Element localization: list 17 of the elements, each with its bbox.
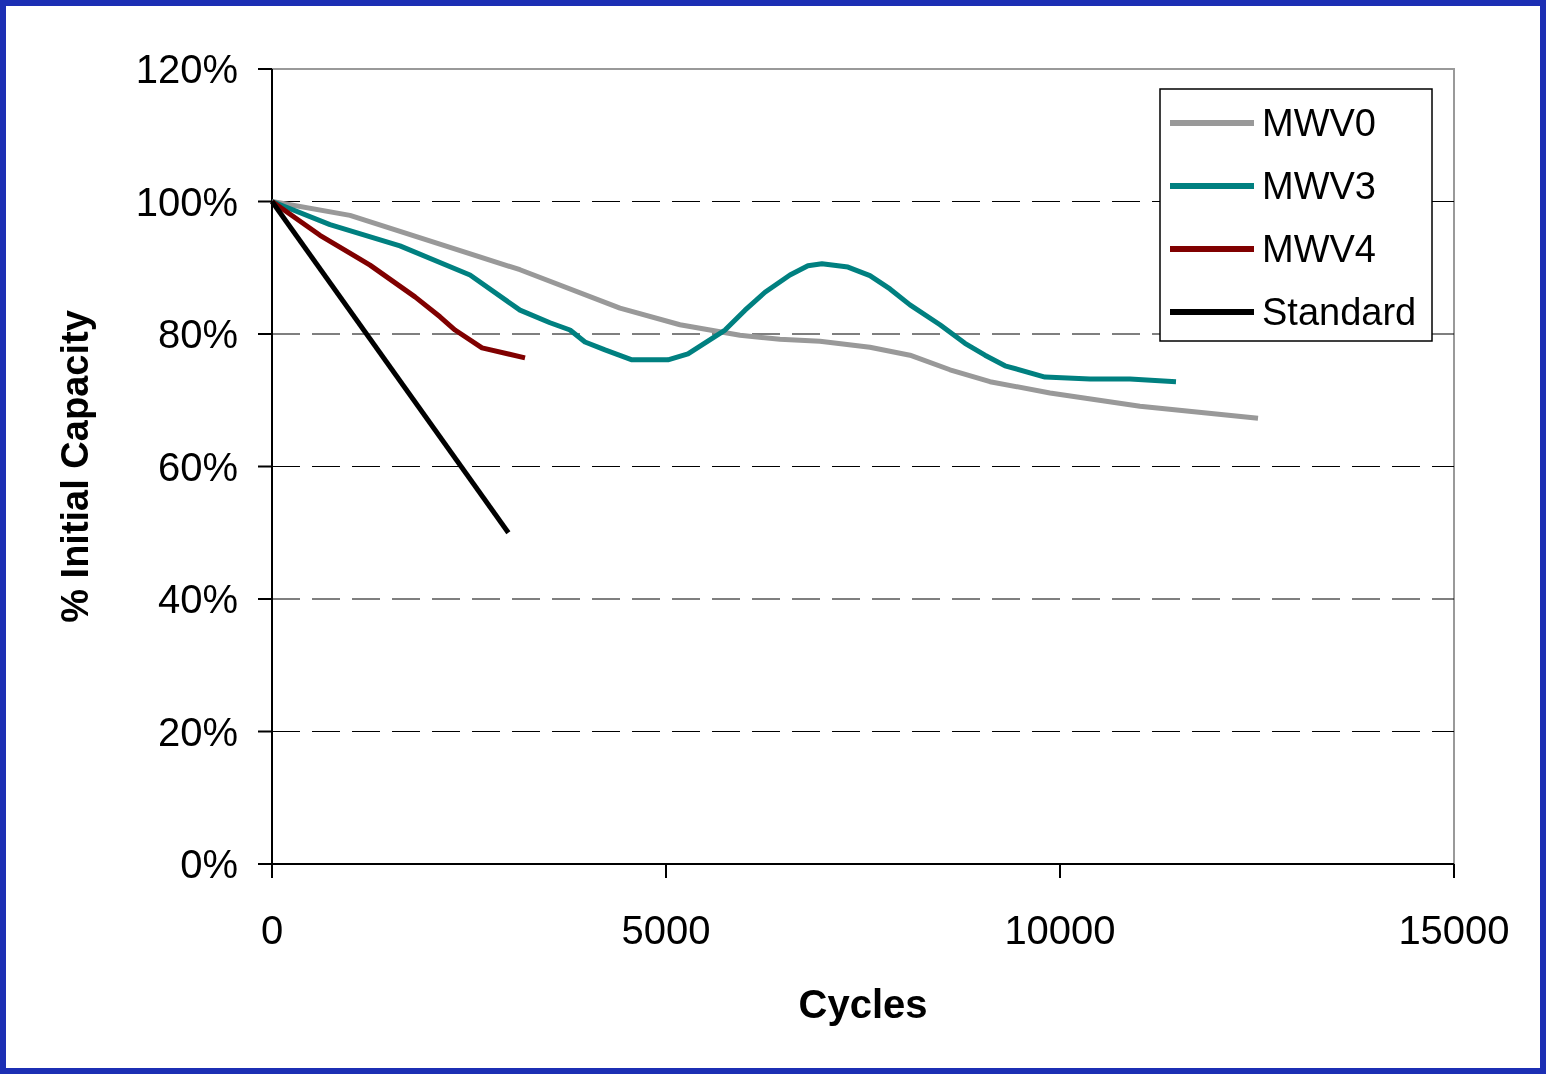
x-tick-label: 5000 bbox=[621, 908, 711, 952]
y-tick-label: 40% bbox=[157, 577, 238, 621]
y-tick-label: 60% bbox=[157, 444, 238, 489]
x-tick-label: 0 bbox=[260, 908, 284, 952]
x-tick-label: 15000 bbox=[1398, 908, 1510, 952]
legend-label: MWV4 bbox=[1262, 228, 1376, 271]
x-tick-label: 10000 bbox=[1004, 908, 1116, 952]
y-tick-label: 80% bbox=[157, 312, 238, 356]
legend-label: MWV3 bbox=[1262, 165, 1376, 208]
x-axis-title: Cycles bbox=[798, 982, 928, 1026]
y-tick-label: 100% bbox=[135, 179, 238, 224]
y-tick-label: 120% bbox=[135, 47, 238, 91]
y-tick-label: 20% bbox=[157, 709, 238, 754]
y-tick-label: 0% bbox=[180, 842, 238, 886]
y-axis-title: % Initial Capacity bbox=[54, 310, 96, 623]
legend-label: MWV0 bbox=[1262, 102, 1376, 145]
legend-label: Standard bbox=[1262, 291, 1417, 334]
